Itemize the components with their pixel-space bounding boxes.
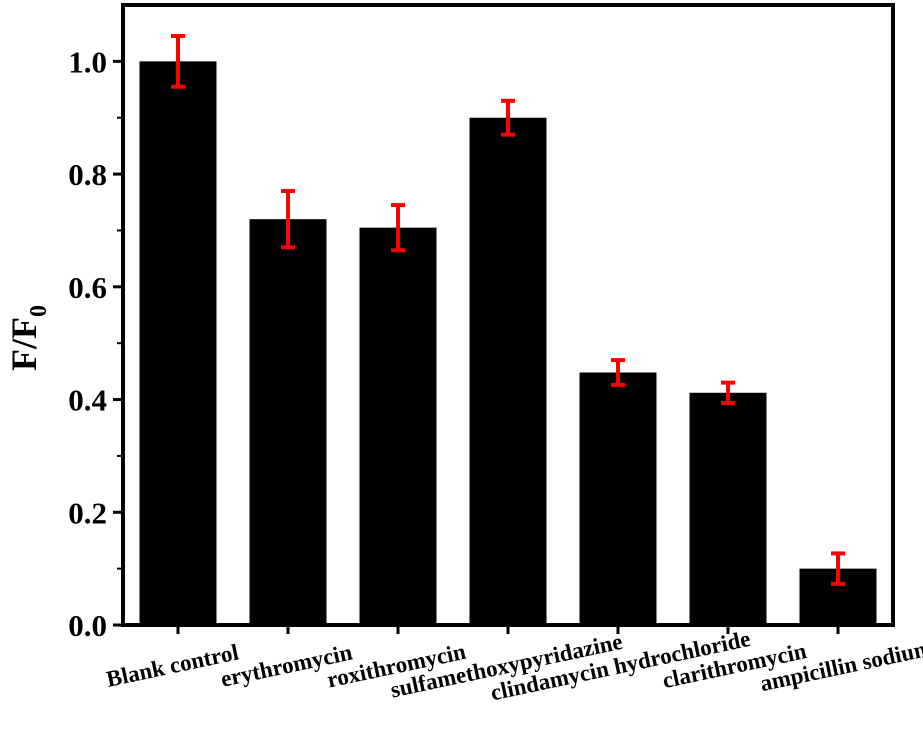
category-labels-group: Blank controlerythromycinroxithromycinsu… (104, 626, 923, 705)
bar (139, 61, 217, 625)
y-tick-label: 0.8 (68, 157, 107, 192)
y-tick-label: 1.0 (68, 44, 107, 79)
bars-group (139, 61, 877, 626)
plot-frame (121, 3, 895, 627)
y-tick-label: 0.0 (68, 608, 107, 643)
bar (469, 117, 547, 626)
error-bars-group (171, 34, 845, 586)
bar (359, 227, 437, 626)
y-axis-title: F/F0 (4, 305, 52, 371)
bar (249, 219, 327, 625)
y-tick-label: 0.4 (68, 383, 107, 418)
bar (579, 372, 657, 625)
x-tick-label: Blank control (104, 639, 241, 691)
bar (689, 392, 767, 625)
y-axis-ticks: 0.0 0.2 0.4 0.6 0.8 1.0 (68, 44, 123, 643)
y-axis-title-main: F/F (4, 317, 44, 371)
y-tick-label: 0.2 (68, 495, 107, 530)
y-tick-label: 0.6 (68, 270, 107, 305)
y-axis-title-subscript: 0 (26, 305, 52, 317)
